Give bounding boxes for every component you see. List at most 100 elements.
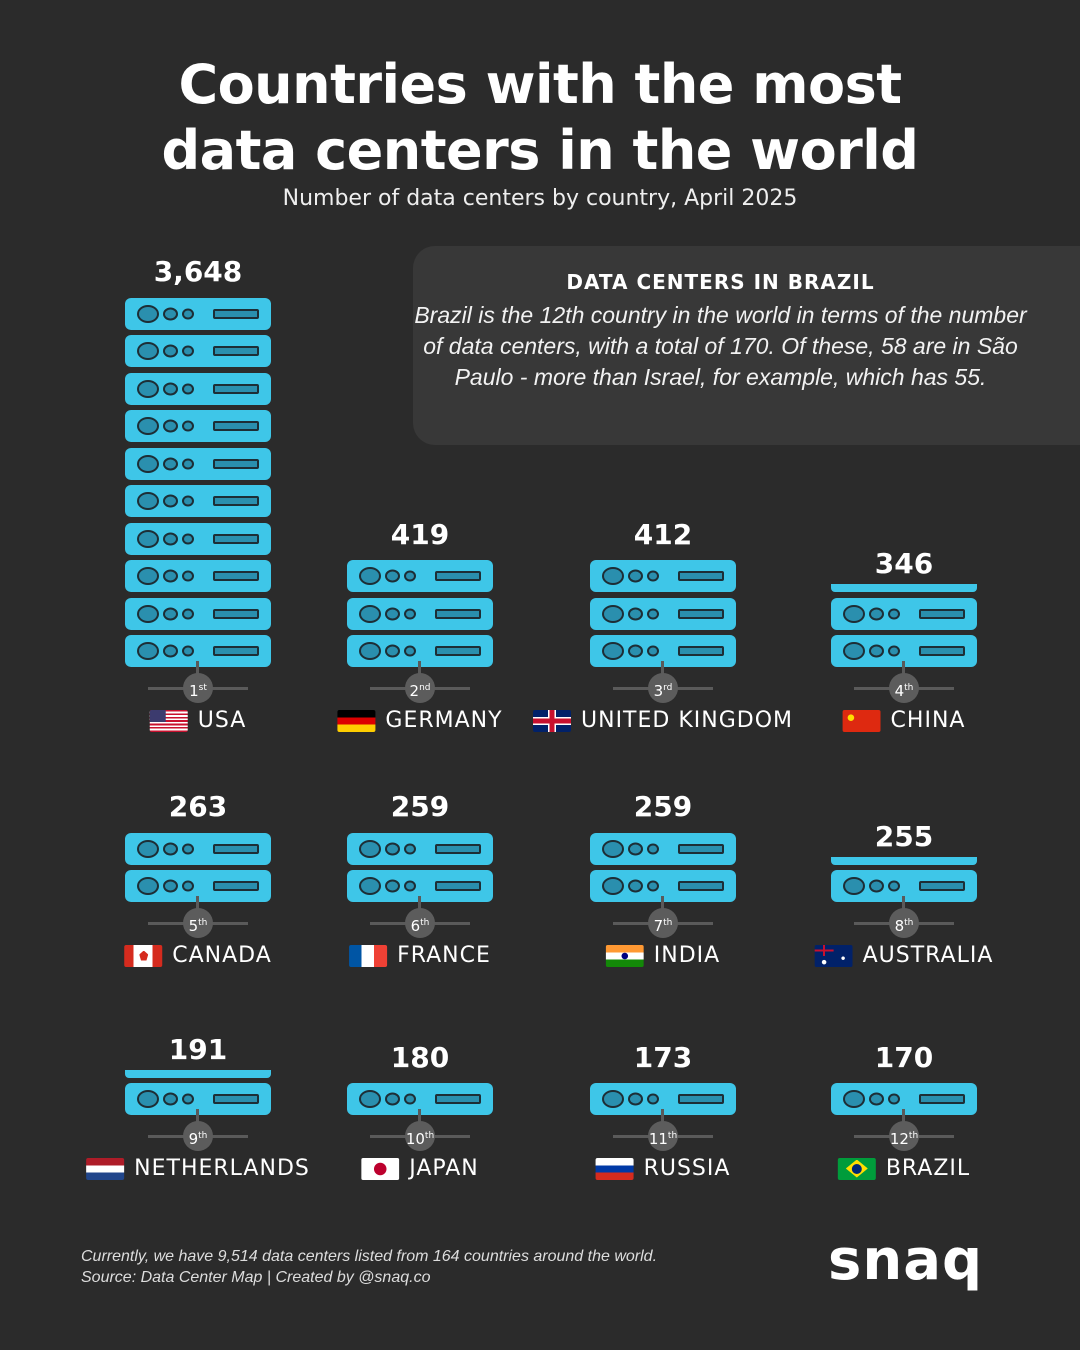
footer-note: Currently, we have 9,514 data centers li… xyxy=(81,1248,658,1265)
value-label: 170 xyxy=(874,1040,934,1074)
server-unit-partial xyxy=(125,1069,271,1078)
country-label: FRANCE xyxy=(349,943,491,968)
country-column: 259 xyxy=(590,790,736,902)
country-label: NETHERLANDS xyxy=(86,1156,310,1181)
flag-us-icon xyxy=(149,709,188,732)
rank-number: 8 xyxy=(894,917,905,935)
country-column: 170 xyxy=(831,1040,977,1115)
server-unit xyxy=(125,372,271,405)
country-label: CHINA xyxy=(842,708,966,733)
country-name: FRANCE xyxy=(397,943,491,968)
value-label: 259 xyxy=(633,790,693,823)
rank-number: 12 xyxy=(889,1130,909,1148)
footer: Currently, we have 9,514 data centers li… xyxy=(81,1246,657,1288)
server-unit xyxy=(125,522,271,555)
rank-number: 3 xyxy=(653,682,664,700)
country-column: 412 xyxy=(590,517,736,667)
server-unit xyxy=(347,832,493,865)
rank-badge: 2nd xyxy=(370,661,470,703)
rank-number: 9 xyxy=(188,1130,199,1148)
country-label: USA xyxy=(149,708,247,733)
rank-badge: 12th xyxy=(854,1109,954,1151)
flag-nl-icon xyxy=(86,1157,125,1180)
server-unit xyxy=(125,297,271,330)
server-unit xyxy=(831,597,977,630)
country-name: BRAZIL xyxy=(885,1156,971,1181)
country-label: UNITED KINGDOM xyxy=(533,708,793,733)
country-column: 3,648 xyxy=(125,255,271,667)
flag-ru-icon xyxy=(595,1157,634,1180)
rank-suffix: nd xyxy=(419,683,431,693)
rank-badge: 6th xyxy=(370,896,470,938)
country-name: RUSSIA xyxy=(643,1156,731,1181)
flag-jp-icon xyxy=(361,1157,400,1180)
rank-number: 5 xyxy=(188,917,199,935)
server-unit xyxy=(590,560,736,592)
country-label: GERMANY xyxy=(337,708,502,733)
value-label: 255 xyxy=(874,819,934,853)
country-column: 180 xyxy=(347,1040,493,1115)
rank-badge: 5th xyxy=(148,896,248,938)
flag-fr-icon xyxy=(349,944,388,967)
value-label: 263 xyxy=(168,790,228,823)
country-column: 346 xyxy=(831,547,977,667)
rank-number: 2 xyxy=(409,682,420,700)
server-unit xyxy=(125,832,271,865)
rank-number: 7 xyxy=(653,917,664,935)
info-heading: DATA CENTERS IN BRAZIL xyxy=(566,270,875,294)
country-name: CANADA xyxy=(172,943,272,968)
footer-source: Source: Data Center Map | Created by @sn… xyxy=(81,1269,431,1286)
rank-badge: 11th xyxy=(613,1109,713,1151)
country-column: 259 xyxy=(347,790,493,902)
rank-suffix: th xyxy=(198,1131,208,1141)
value-label: 412 xyxy=(633,517,693,551)
server-unit xyxy=(831,1083,977,1115)
rank-suffix: th xyxy=(904,918,914,928)
country-name: INDIA xyxy=(653,943,721,968)
country-name: AUSTRALIA xyxy=(862,943,994,968)
snaq-logo: snaq xyxy=(828,1228,984,1293)
rank-suffix: th xyxy=(424,1131,435,1141)
server-unit xyxy=(125,597,271,630)
rank-suffix: st xyxy=(198,683,207,693)
rank-badge: 3rd xyxy=(613,661,713,703)
rank-suffix: th xyxy=(908,1131,919,1141)
country-name: GERMANY xyxy=(385,708,503,733)
flag-ca-icon xyxy=(124,944,163,967)
country-label: BRAZIL xyxy=(837,1156,971,1181)
rank-badge: 9th xyxy=(148,1109,248,1151)
server-unit xyxy=(125,560,271,592)
value-label: 419 xyxy=(390,517,450,551)
flag-in-icon xyxy=(605,944,644,967)
rank-badge: 10th xyxy=(370,1109,470,1151)
title-line: data centers in the world xyxy=(161,119,919,182)
flag-au-icon xyxy=(814,944,853,967)
country-name: JAPAN xyxy=(409,1156,479,1181)
country-label: RUSSIA xyxy=(595,1156,731,1181)
rank-suffix: th xyxy=(663,918,673,928)
title-line: Countries with the most xyxy=(178,53,902,116)
flag-br-icon xyxy=(837,1157,876,1180)
country-column: 419 xyxy=(347,517,493,667)
subtitle: Number of data centers by country, April… xyxy=(282,186,798,211)
server-unit xyxy=(590,832,736,865)
value-label: 173 xyxy=(633,1040,693,1074)
page-title: Countries with the most data centers in t… xyxy=(0,52,1080,184)
country-label: INDIA xyxy=(605,943,721,968)
server-unit-partial xyxy=(831,584,977,592)
flag-cn-icon xyxy=(842,709,881,732)
server-unit xyxy=(590,597,736,630)
rank-suffix: th xyxy=(198,918,208,928)
country-column: 173 xyxy=(590,1040,736,1115)
country-label: AUSTRALIA xyxy=(814,943,994,968)
value-label: 180 xyxy=(390,1040,450,1074)
rank-badge: 1st xyxy=(148,661,248,703)
server-unit xyxy=(125,335,271,367)
flag-de-icon xyxy=(337,709,376,732)
rank-number: 6 xyxy=(410,917,421,935)
server-unit xyxy=(125,410,271,442)
server-unit xyxy=(125,447,271,480)
country-label: CANADA xyxy=(124,943,272,968)
country-name: NETHERLANDS xyxy=(134,1156,310,1181)
server-unit-partial xyxy=(831,856,977,865)
